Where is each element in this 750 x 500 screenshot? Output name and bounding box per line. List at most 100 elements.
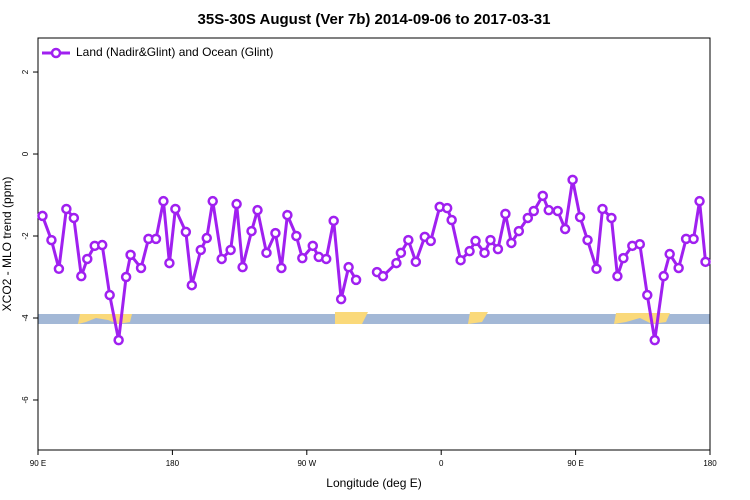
data-point — [403, 234, 414, 246]
data-point — [246, 225, 257, 237]
data-point — [180, 226, 192, 238]
data-point — [649, 334, 660, 346]
data-point — [391, 257, 402, 269]
x-tick-label: 0 — [439, 459, 444, 468]
data-point — [46, 234, 57, 246]
data-point — [446, 214, 457, 226]
y-axis-label: XCO2 - MLO trend (ppm) — [0, 177, 14, 312]
data-point — [543, 204, 554, 216]
data-point — [513, 225, 525, 237]
x-tick-label: 90 W — [297, 459, 316, 468]
chart-title: 35S-30S August (Ver 7b) 2014-09-06 to 20… — [198, 11, 551, 28]
data-point — [441, 202, 453, 214]
data-point — [237, 261, 248, 273]
data-point — [410, 256, 422, 268]
data-point — [270, 227, 281, 239]
data-point — [135, 262, 147, 274]
x-tick-label: 90 E — [567, 459, 583, 468]
data-point — [464, 245, 475, 257]
x-axis-label: Longitude (deg E) — [326, 476, 421, 490]
data-point — [343, 261, 354, 273]
data-point — [485, 234, 496, 246]
data-point — [164, 257, 175, 269]
x-tick-label: 180 — [166, 459, 180, 468]
legend-marker — [50, 47, 62, 59]
data-point — [195, 244, 207, 256]
data-point — [76, 270, 87, 282]
y-tick-label: 2 — [21, 69, 30, 74]
data-point — [158, 195, 169, 207]
data-point — [606, 212, 617, 224]
data-point — [150, 233, 162, 245]
data-point — [479, 247, 490, 259]
data-point — [658, 270, 669, 282]
data-point — [186, 279, 198, 291]
data-point — [664, 248, 675, 260]
y-tick-label: -4 — [21, 314, 30, 322]
data-point — [612, 270, 623, 282]
land-strip — [38, 312, 710, 324]
data-point — [500, 208, 511, 220]
data-point — [350, 274, 362, 286]
data-point — [120, 271, 132, 283]
data-point — [552, 205, 563, 217]
data-point — [470, 235, 481, 247]
data-point — [522, 212, 534, 224]
data-point — [282, 209, 293, 221]
data-point — [567, 174, 578, 186]
data-point — [597, 203, 608, 215]
data-point — [252, 204, 263, 216]
data-point — [492, 243, 504, 255]
data-point — [68, 212, 80, 224]
data-point — [37, 210, 48, 222]
plot-frame — [37, 37, 711, 451]
data-point — [377, 270, 389, 282]
data-point — [170, 203, 181, 215]
legend-label: Land (Nadir&Glint) and Ocean (Glint) — [76, 45, 273, 59]
data-point — [634, 238, 646, 250]
data-point — [261, 247, 272, 259]
data-point — [125, 249, 136, 261]
data-point — [700, 256, 711, 268]
data-point — [673, 262, 684, 274]
data-point — [53, 263, 65, 275]
data-point — [207, 195, 218, 207]
data-point — [559, 223, 571, 235]
data-point — [113, 334, 124, 346]
data-point — [537, 190, 548, 202]
y-tick-label: -6 — [21, 396, 30, 404]
data-point — [582, 234, 593, 246]
data-point — [328, 215, 339, 227]
data-point — [528, 205, 540, 217]
data-point — [425, 235, 436, 247]
data-point — [395, 247, 407, 259]
data-point — [335, 293, 347, 305]
data-point — [618, 252, 629, 264]
data-point — [104, 289, 115, 301]
data-point — [291, 230, 302, 242]
data-point — [276, 262, 287, 274]
data-point — [96, 239, 108, 251]
y-tick-label: -2 — [21, 232, 30, 240]
data-point — [506, 237, 517, 249]
data-point — [216, 253, 227, 265]
data-point — [574, 211, 586, 223]
data-point — [455, 254, 466, 266]
data-point — [642, 289, 653, 301]
data-point — [225, 244, 236, 256]
data-point — [201, 232, 212, 244]
x-tick-label: 90 E — [30, 459, 46, 468]
data-point — [307, 240, 319, 252]
data-point — [694, 195, 705, 207]
data-point — [61, 203, 72, 215]
y-tick-label: 0 — [21, 151, 30, 156]
data-point — [297, 252, 308, 264]
data-point — [82, 253, 93, 265]
data-point — [231, 198, 242, 210]
data-point — [688, 233, 699, 245]
data-point — [591, 263, 602, 275]
x-tick-label: 180 — [703, 459, 717, 468]
legend: Land (Nadir&Glint) and Ocean (Glint) — [42, 45, 273, 59]
data-point — [320, 253, 332, 265]
